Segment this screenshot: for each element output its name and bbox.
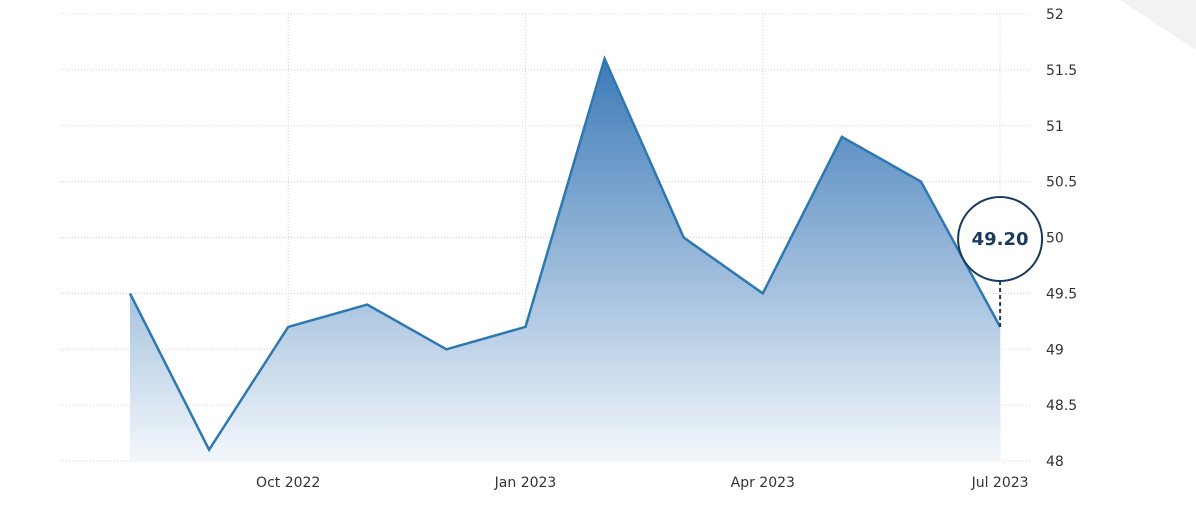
data-point — [682, 236, 686, 240]
data-point — [919, 180, 923, 184]
y-tick-label: 49.5 — [1046, 286, 1077, 302]
last-value-callout: 49.20 — [957, 196, 1044, 327]
data-point — [603, 57, 607, 61]
data-point — [286, 325, 290, 329]
x-tick-label: Oct 2022 — [256, 475, 320, 491]
data-point — [365, 303, 369, 307]
x-tick-label: Jul 2023 — [971, 475, 1029, 491]
y-tick-label: 49 — [1046, 342, 1064, 358]
series-area — [130, 58, 1001, 461]
data-point — [524, 325, 528, 329]
last-value-label: 49.20 — [972, 229, 1029, 250]
x-tick-label: Jan 2023 — [494, 475, 557, 491]
x-axis: Oct 2022 Jan 2023 Apr 2023 Jul 2023 — [256, 475, 1029, 491]
data-point — [761, 291, 765, 295]
series-area-fill — [130, 58, 1001, 461]
data-point — [207, 448, 211, 452]
data-point — [444, 347, 448, 351]
y-tick-label: 52 — [1046, 7, 1064, 23]
y-tick-label: 48 — [1046, 454, 1064, 470]
y-tick-label: 48.5 — [1046, 398, 1077, 414]
callout-circle — [957, 196, 1044, 282]
y-tick-label: 50.5 — [1046, 175, 1077, 191]
data-point — [128, 291, 132, 295]
y-tick-label: 50 — [1046, 231, 1064, 247]
series-line — [128, 55, 1002, 453]
y-axis: 48 48.5 49 49.5 50 50.5 51 51.5 52 — [1046, 7, 1077, 470]
y-tick-label: 51.5 — [1046, 63, 1077, 79]
y-tick-label: 51 — [1046, 119, 1064, 135]
series-line-group — [128, 55, 1002, 453]
data-point — [840, 135, 844, 139]
corner-decoration — [1120, 0, 1196, 50]
x-tick-label: Apr 2023 — [731, 475, 795, 491]
